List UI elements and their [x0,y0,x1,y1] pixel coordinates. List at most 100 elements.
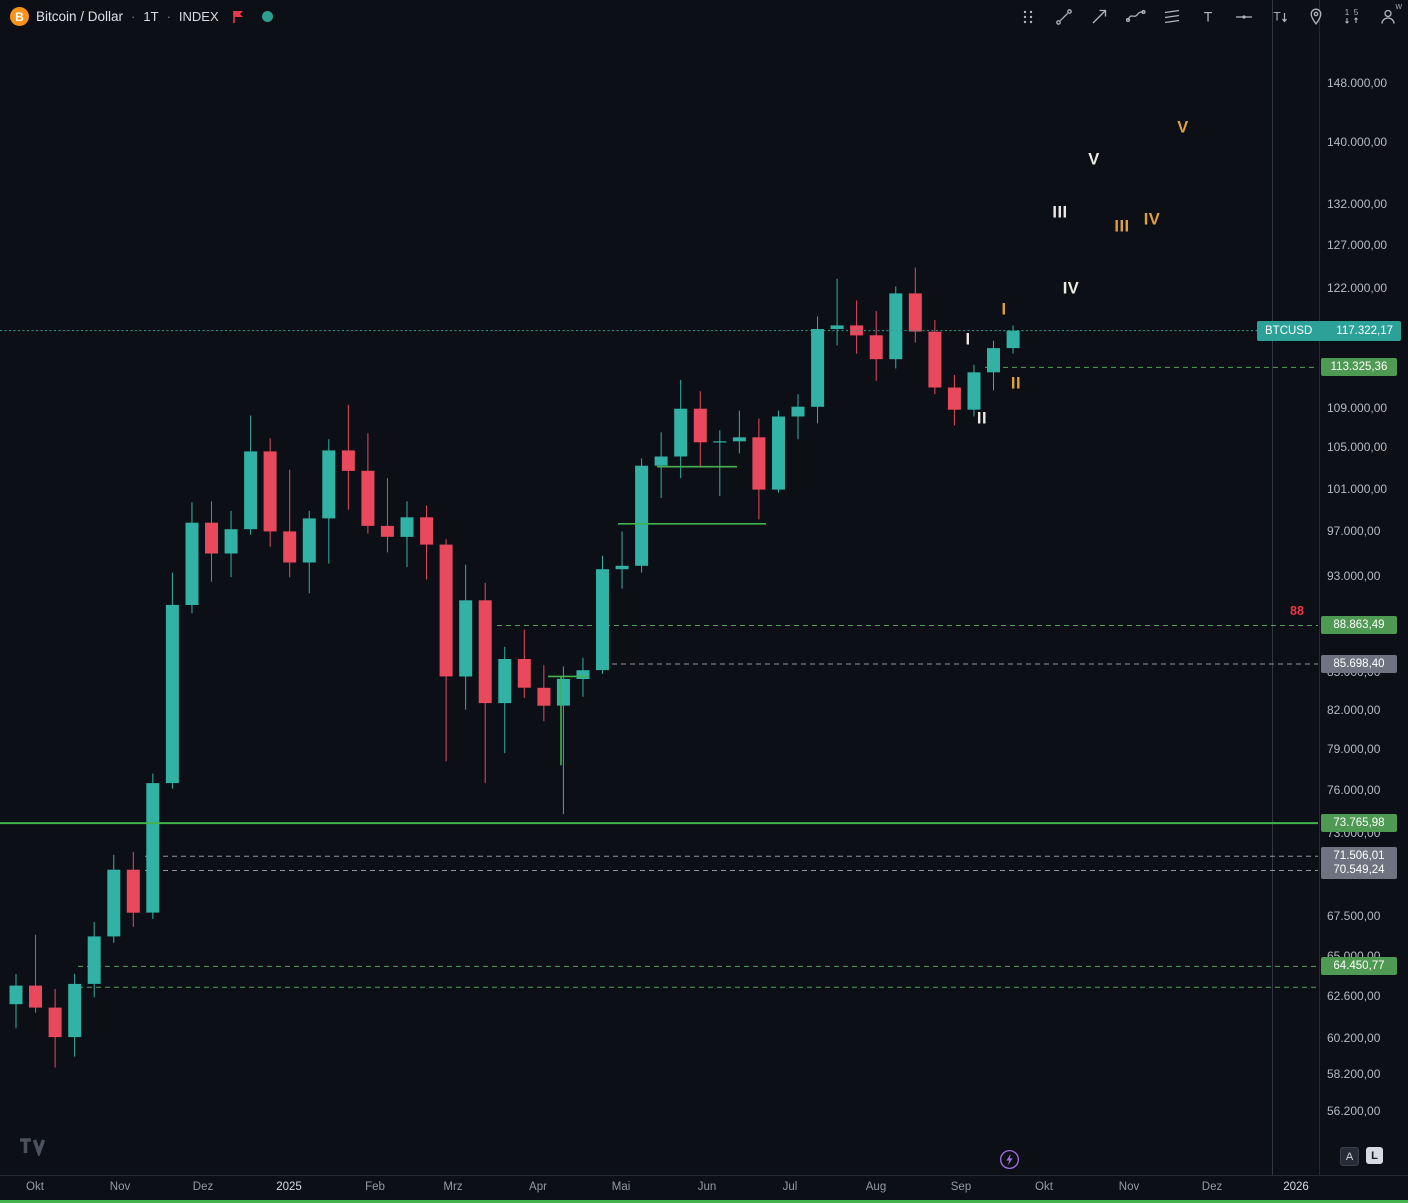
candle-body [752,437,766,490]
wave-label[interactable]: II [1010,374,1022,393]
time-axis-label: Okt [1035,1181,1053,1193]
time-axis-label: Jun [697,1181,717,1193]
wave-label[interactable]: III [1052,203,1068,222]
wave-label[interactable]: II [976,409,988,428]
bitcoin-icon: B [10,7,29,26]
candle-body [928,331,942,388]
candle-body [380,525,394,537]
candle-body [635,465,649,566]
candle-body [556,678,570,706]
time-axis-label: Mai [611,1181,631,1193]
candle-body [830,325,844,329]
time-axis-label: Apr [529,1181,547,1193]
candle-body [732,437,746,442]
trend-line-icon[interactable] [1052,5,1076,29]
interval-label[interactable]: 1T [143,9,159,24]
candle-body [674,408,688,457]
ray-arrow-icon[interactable] [1088,5,1112,29]
log-scale-button[interactable]: L [1366,1147,1383,1164]
candle-body [302,518,316,563]
drag-handle-icon[interactable] [1016,5,1040,29]
candle-body [420,517,434,545]
candle-body [205,522,218,554]
wave-label[interactable]: IV [1062,279,1080,298]
auto-scale-button[interactable]: A [1340,1147,1359,1166]
lightning-button[interactable] [999,1149,1020,1175]
wave-label[interactable]: V [1177,118,1189,137]
user-profile-icon[interactable] [1376,5,1400,29]
tradingview-logo-icon[interactable] [18,1136,52,1161]
svg-text:1: 1 [1345,8,1350,17]
candle-body [478,600,492,704]
candle-body [869,335,883,360]
candle-body [987,348,1000,373]
flag-icon[interactable] [232,10,245,24]
time-axis-label: Dez [192,1181,214,1193]
price-axis-border [1319,0,1320,1175]
pin-icon[interactable] [1304,5,1328,29]
candle-body [517,659,531,688]
candle-body [772,416,785,490]
candle-body [908,293,922,332]
wave-label[interactable]: I [965,330,971,349]
legend-separator: · [166,9,171,24]
candle-body [107,869,121,937]
corner-label: w [1395,1,1403,11]
candle-body [29,985,42,1008]
chart-canvas[interactable] [0,0,1408,1175]
candle-body [322,450,336,519]
time-axis-label: Aug [865,1181,887,1193]
time-axis-label: Jul [782,1181,798,1193]
time-axis-label: Mrz [443,1181,463,1193]
time-axis-label: Okt [26,1181,44,1193]
candle-body [811,329,825,407]
legend-separator: · [131,9,136,24]
time-axis-label: Sep [950,1181,972,1193]
text-tool-icon[interactable]: T [1196,5,1220,29]
candle-body [791,406,805,417]
candle-body [889,293,903,360]
wave-label[interactable]: I [1001,300,1007,319]
candle-body [48,1007,62,1038]
parallel-channel-icon[interactable] [1160,5,1184,29]
time-axis[interactable]: Okt Nov Dez 2025 Feb Mrz Apr Mai Jun Jul Aug Sep Okt… [0,1175,1408,1201]
time-axis-label: Nov [1118,1181,1140,1193]
candle-body [9,985,23,1005]
candle-body [498,659,512,704]
candle-body [341,450,355,471]
candle-body [693,408,707,443]
time-axis-label: Nov [109,1181,131,1193]
candle-body [615,565,629,570]
candle-body [126,869,140,913]
candle-body [654,456,668,466]
curve-tool-icon[interactable] [1124,5,1148,29]
wave-label[interactable]: V [1088,150,1100,169]
candle-body [459,600,473,677]
time-axis-label: Dez [1201,1181,1223,1193]
candle-body [576,670,590,679]
scale-buttons: A L [1340,1147,1383,1166]
wave-label[interactable]: IV [1143,210,1161,229]
candle-body [1006,330,1020,349]
candle-body [68,983,82,1038]
candle-body [263,451,277,532]
candle-body [165,604,179,784]
candle-body [224,529,238,554]
wave-label[interactable]: III [1114,217,1130,236]
symbol-title[interactable]: Bitcoin / Dollar [36,9,124,24]
candle-body [244,451,258,530]
exchange-label: INDEX [178,9,219,24]
candle-body [400,517,414,537]
symbol-legend[interactable]: B Bitcoin / Dollar · 1T · INDEX [10,7,273,26]
time-axis-label: Feb [365,1181,385,1193]
candle-body [537,687,551,706]
svg-text:T: T [1273,10,1281,24]
svg-text:T: T [1204,9,1213,25]
anchored-text-icon[interactable]: T [1268,5,1292,29]
candle-body [713,441,727,443]
horizontal-line-icon[interactable] [1232,5,1256,29]
